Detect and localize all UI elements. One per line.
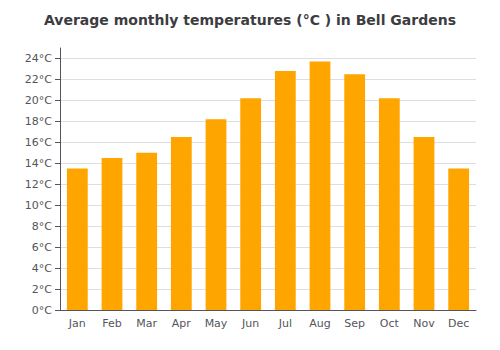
svg-text:2°C: 2°C — [32, 283, 52, 296]
svg-text:Jul: Jul — [278, 317, 292, 330]
svg-text:18°C: 18°C — [25, 115, 52, 128]
svg-text:Sep: Sep — [344, 317, 365, 330]
svg-text:24°C: 24°C — [25, 52, 52, 65]
svg-text:16°C: 16°C — [25, 136, 52, 149]
svg-text:14°C: 14°C — [25, 157, 52, 170]
svg-text:Apr: Apr — [172, 317, 192, 330]
svg-text:12°C: 12°C — [25, 178, 52, 191]
svg-text:10°C: 10°C — [25, 199, 52, 212]
svg-text:4°C: 4°C — [32, 262, 52, 275]
svg-text:Dec: Dec — [448, 317, 469, 330]
svg-text:Jan: Jan — [68, 317, 86, 330]
svg-text:Aug: Aug — [309, 317, 330, 330]
svg-text:22°C: 22°C — [25, 73, 52, 86]
svg-text:Average monthly temperatures (: Average monthly temperatures (°C ) in Be… — [44, 12, 456, 28]
svg-text:Oct: Oct — [380, 317, 400, 330]
svg-text:20°C: 20°C — [25, 94, 52, 107]
svg-text:Jun: Jun — [241, 317, 259, 330]
svg-text:Feb: Feb — [102, 317, 121, 330]
svg-text:Nov: Nov — [413, 317, 435, 330]
svg-text:May: May — [205, 317, 228, 330]
svg-text:Mar: Mar — [136, 317, 157, 330]
svg-text:8°C: 8°C — [32, 220, 52, 233]
svg-text:0°C: 0°C — [32, 304, 52, 317]
svg-text:6°C: 6°C — [32, 241, 52, 254]
